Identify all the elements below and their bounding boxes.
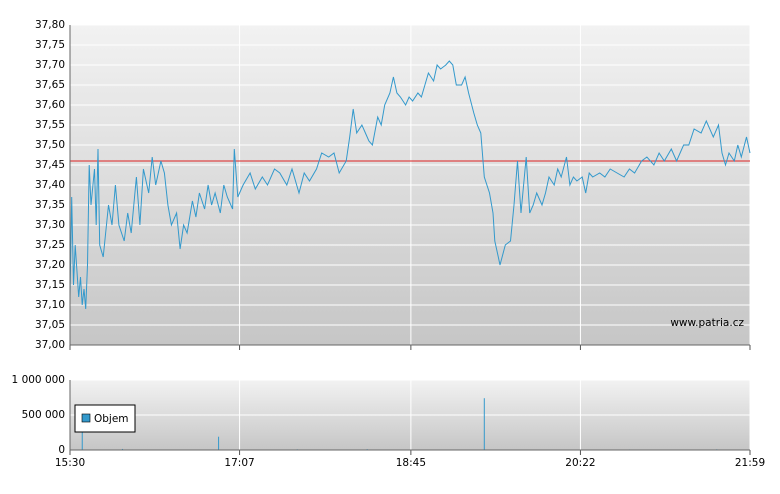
y-tick-label: 37,60 xyxy=(35,99,65,111)
y-tick-label: 37,55 xyxy=(35,119,65,131)
y-tick-label: 37,70 xyxy=(35,59,65,71)
x-tick-label: 18:45 xyxy=(396,457,426,469)
y-tick-label: 37,80 xyxy=(35,19,65,31)
y-tick-label: 37,65 xyxy=(35,79,65,91)
y-tick-label: 37,45 xyxy=(35,159,65,171)
x-tick-label: 20:22 xyxy=(565,457,595,469)
y-tick-label: 37,30 xyxy=(35,219,65,231)
y-tick-label: 37,35 xyxy=(35,199,65,211)
y-tick-label: 37,25 xyxy=(35,239,65,251)
y-tick-label: 37,10 xyxy=(35,299,65,311)
y-tick-label: 37,50 xyxy=(35,139,65,151)
y-tick-label: 37,15 xyxy=(35,279,65,291)
legend-swatch xyxy=(81,413,91,423)
x-tick-label: 15:30 xyxy=(55,457,85,469)
y-tick-label: 37,75 xyxy=(35,39,65,51)
watermark: www.patria.cz xyxy=(670,317,744,329)
y-tick-label: 37,20 xyxy=(35,259,65,271)
y-tick-label: 37,05 xyxy=(35,319,65,331)
y-tick-label: 1 000 000 xyxy=(12,374,65,386)
y-tick-label: 37,40 xyxy=(35,179,65,191)
legend-label: Objem xyxy=(94,413,129,425)
x-tick-label: 17:07 xyxy=(224,457,254,469)
y-tick-label: 500 000 xyxy=(22,409,65,421)
price-line xyxy=(69,60,751,310)
x-tick-label: 21:59 xyxy=(735,457,765,469)
y-tick-label: 37,00 xyxy=(35,339,65,351)
y-tick-label: 0 xyxy=(58,444,65,456)
